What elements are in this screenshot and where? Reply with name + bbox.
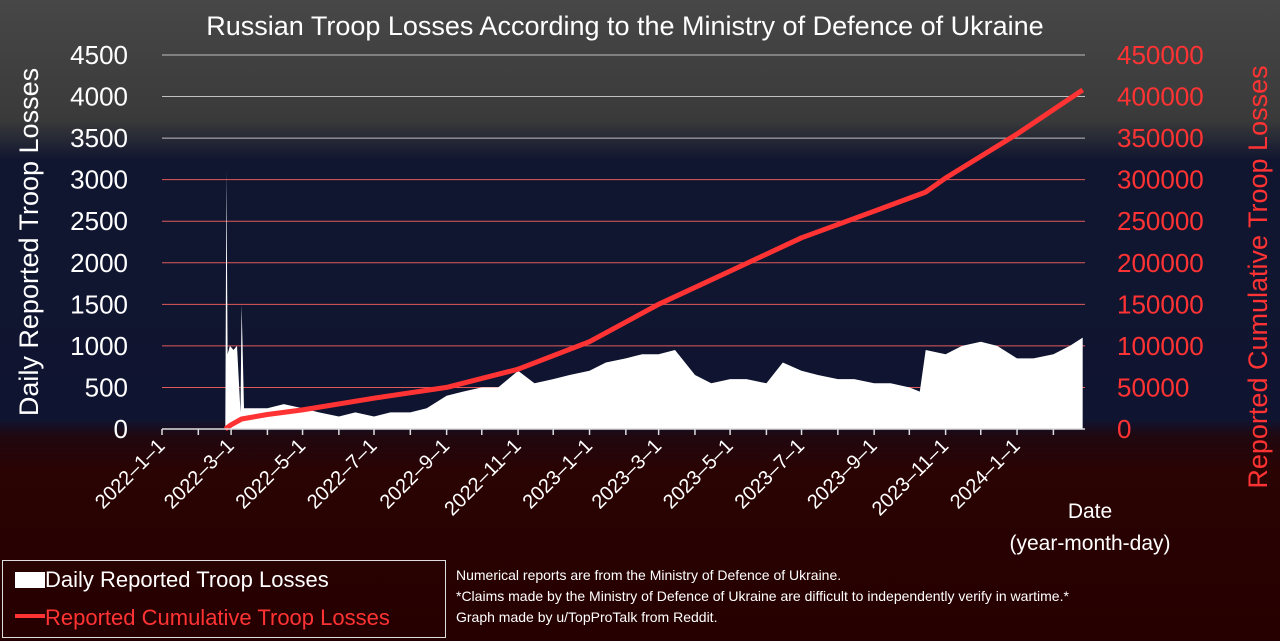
y-tick-left: 2500 bbox=[70, 206, 128, 236]
footnotes: Numerical reports are from the Ministry … bbox=[456, 565, 1069, 628]
footnote-source: Numerical reports are from the Ministry … bbox=[456, 567, 842, 583]
cumulative-losses-line bbox=[223, 87, 1085, 432]
x-tick-label: 2022–3–1 bbox=[160, 435, 238, 513]
chart-title: Russian Troop Losses According to the Mi… bbox=[206, 11, 1043, 41]
y-tick-left: 1000 bbox=[70, 331, 128, 361]
y-tick-right: 300000 bbox=[1117, 165, 1204, 195]
y-tick-left: 500 bbox=[85, 372, 128, 402]
x-tick-label: 2022–1–1 bbox=[91, 435, 169, 513]
y-axis-left-label: Daily Reported Troop Losses bbox=[14, 68, 44, 416]
legend-swatch-cumulative bbox=[15, 614, 45, 618]
x-tick-label: 2023–11–1 bbox=[868, 435, 953, 520]
y-tick-right: 150000 bbox=[1117, 289, 1204, 319]
y-tick-left: 2000 bbox=[70, 248, 128, 278]
y-axis-right-label: Reported Cumulative Troop Losses bbox=[1243, 65, 1273, 488]
footnote-credit: Graph made by u/TopProTalk from Reddit. bbox=[456, 609, 718, 625]
x-tick-label: 2022–11–1 bbox=[440, 435, 525, 520]
legend-label-cumulative: Reported Cumulative Troop Losses bbox=[45, 605, 390, 630]
daily-losses-area bbox=[225, 171, 1083, 429]
y-tick-left: 4500 bbox=[70, 40, 128, 70]
x-tick-label: 2023–7–1 bbox=[731, 435, 809, 513]
x-tick-label: 2024–1–1 bbox=[946, 435, 1024, 513]
y-tick-left: 4000 bbox=[70, 82, 128, 112]
legend-item-daily: Daily Reported Troop Losses bbox=[15, 567, 329, 593]
y-tick-right: 450000 bbox=[1117, 40, 1204, 70]
legend: Daily Reported Troop Losses Reported Cum… bbox=[2, 560, 446, 638]
y-tick-right: 200000 bbox=[1117, 248, 1204, 278]
x-tick-label: 2022–7–1 bbox=[303, 435, 381, 513]
y-tick-left: 3500 bbox=[70, 123, 128, 153]
legend-item-cumulative: Reported Cumulative Troop Losses bbox=[15, 605, 390, 631]
x-tick-label: 2023–1–1 bbox=[519, 435, 597, 513]
y-tick-left: 1500 bbox=[70, 289, 128, 319]
y-tick-right: 250000 bbox=[1117, 206, 1204, 236]
legend-label-daily: Daily Reported Troop Losses bbox=[45, 567, 329, 592]
x-axis-label-line2: (year-month-day) bbox=[1009, 532, 1170, 555]
y-tick-right: 350000 bbox=[1117, 123, 1204, 153]
y-tick-right: 0 bbox=[1117, 414, 1131, 444]
y-tick-right: 50000 bbox=[1117, 372, 1189, 402]
x-tick-label: 2023–3–1 bbox=[588, 435, 666, 513]
x-axis-label-line1: Date bbox=[1068, 500, 1112, 523]
y-tick-left: 0 bbox=[114, 414, 128, 444]
x-tick-label: 2022–5–1 bbox=[232, 435, 310, 513]
y-tick-left: 3000 bbox=[70, 165, 128, 195]
legend-swatch-daily bbox=[15, 572, 45, 588]
y-tick-right: 400000 bbox=[1117, 82, 1204, 112]
y-tick-right: 100000 bbox=[1117, 331, 1204, 361]
footnote-disclaimer: *Claims made by the Ministry of Defence … bbox=[456, 588, 1069, 604]
x-tick-label: 2023–5–1 bbox=[659, 435, 737, 513]
